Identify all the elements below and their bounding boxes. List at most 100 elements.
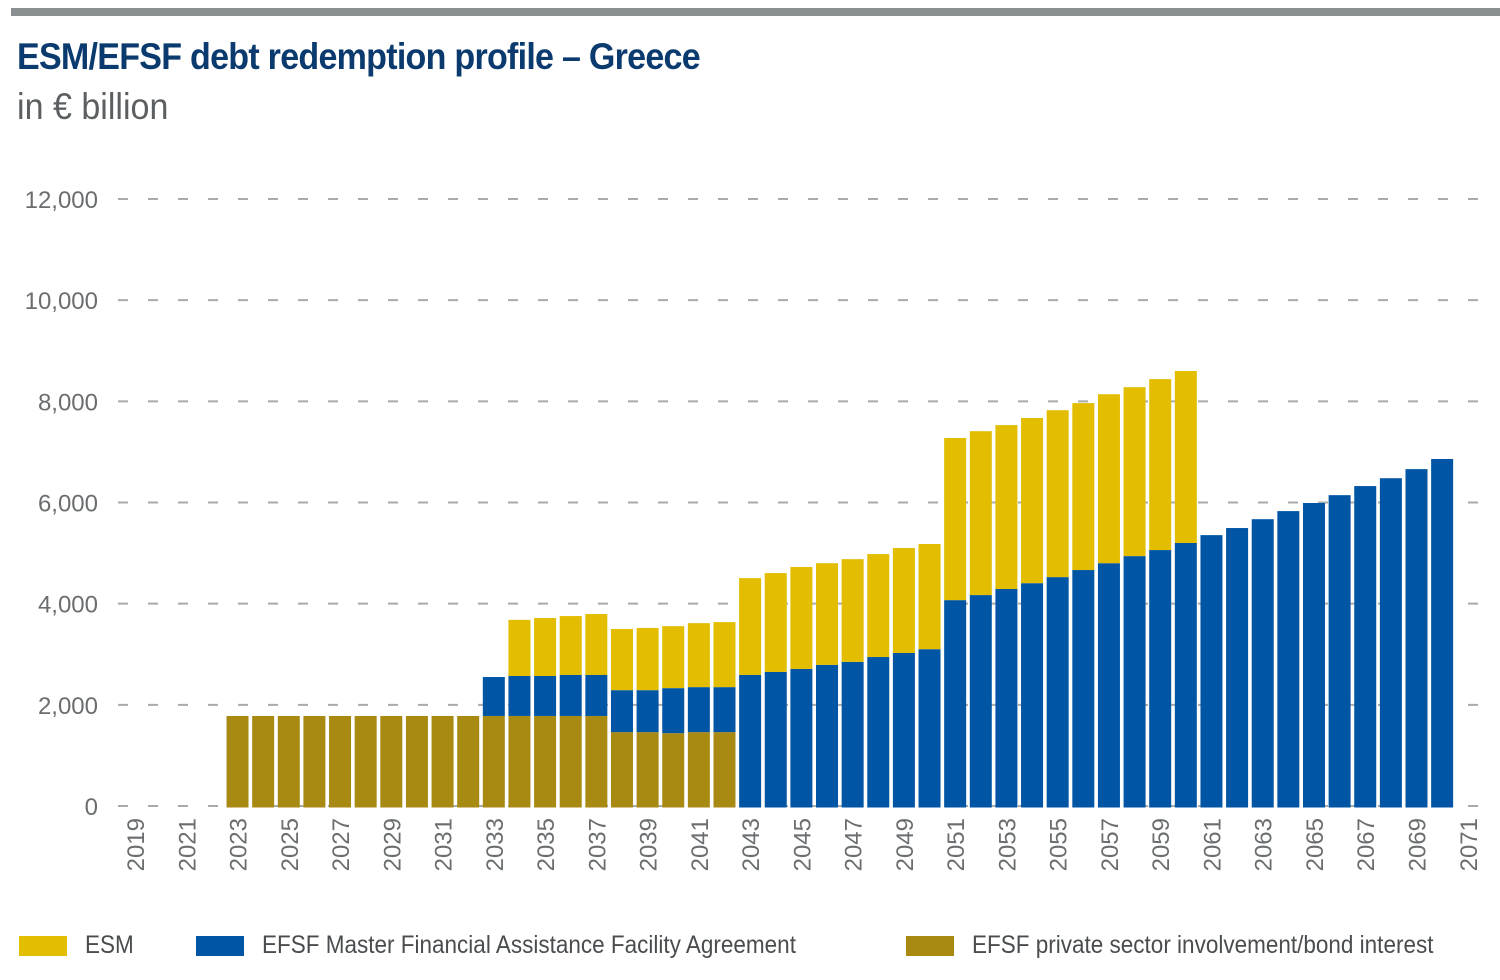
bar-efsf-psi-2037 (585, 715, 608, 808)
bar-esm-2054 (1021, 418, 1044, 584)
bar-esm-2042 (713, 622, 736, 688)
bar-esm-2040 (662, 626, 685, 689)
bar-efsf-psi-2026 (303, 715, 326, 808)
x-tick-label: 2035 (533, 818, 560, 871)
x-tick-label: 2061 (1199, 818, 1226, 871)
x-tick-label: 2037 (584, 818, 611, 871)
y-axis-ticks: 0 2,000 4,000 6,000 8,000 10,000 12,000 (25, 187, 98, 821)
x-tick-label: 2051 (943, 818, 970, 871)
chart-title: ESM/EFSF debt redemption profile – Greec… (17, 36, 701, 77)
bar-esm-2050 (918, 543, 941, 650)
bar-esm-2060 (1174, 370, 1197, 543)
chart-subtitle: in € billion (17, 86, 169, 127)
bar-efsf-psi-2024 (252, 715, 275, 808)
bar-esm-2048 (867, 554, 890, 658)
bar-efsf-mfafa-2056 (1072, 570, 1095, 808)
legend-label-esm: ESM (85, 931, 134, 959)
bar-efsf-psi-2023 (226, 715, 249, 808)
x-tick-label: 2049 (892, 818, 919, 871)
legend-swatch-efsf-psi (906, 935, 954, 956)
bar-efsf-mfafa-2066 (1328, 495, 1351, 808)
x-tick-label: 2055 (1046, 818, 1073, 871)
bar-esm-2034 (508, 619, 531, 677)
bar-esm-2041 (687, 623, 710, 688)
bar-efsf-psi-2034 (508, 715, 531, 808)
x-tick-label: 2029 (379, 818, 406, 871)
x-tick-label: 2027 (328, 818, 355, 871)
x-tick-label: 2019 (123, 818, 150, 871)
bar-efsf-mfafa-2068 (1379, 478, 1402, 808)
bar-efsf-mfafa-2070 (1431, 458, 1454, 808)
x-tick-label: 2069 (1405, 818, 1432, 871)
bar-efsf-mfafa-2033 (482, 677, 505, 716)
bar-efsf-mfafa-2067 (1354, 486, 1377, 808)
x-tick-label: 2033 (482, 818, 509, 871)
bar-efsf-psi-2041 (687, 732, 710, 808)
bar-efsf-mfafa-2048 (867, 657, 890, 808)
bar-efsf-psi-2031 (431, 715, 454, 808)
y-tick-label: 12,000 (25, 187, 98, 214)
bar-esm-2043 (739, 578, 762, 675)
bar-esm-2039 (636, 627, 659, 691)
y-tick-label: 6,000 (38, 491, 98, 518)
bar-efsf-mfafa-2036 (559, 674, 582, 716)
x-tick-label: 2025 (277, 818, 304, 871)
bar-efsf-psi-2032 (457, 715, 480, 808)
bar-efsf-psi-2030 (405, 715, 428, 808)
y-tick-label: 8,000 (38, 389, 98, 416)
bar-efsf-mfafa-2059 (1149, 550, 1172, 808)
top-rule (11, 8, 1500, 16)
bar-efsf-mfafa-2050 (918, 649, 941, 808)
bar-efsf-mfafa-2057 (1097, 563, 1120, 808)
bar-esm-2038 (610, 628, 633, 691)
bar-efsf-mfafa-2069 (1405, 469, 1428, 808)
bar-efsf-mfafa-2035 (534, 676, 557, 716)
bar-efsf-mfafa-2044 (764, 671, 787, 808)
bar-efsf-psi-2029 (380, 715, 403, 808)
bar-efsf-psi-2040 (662, 733, 685, 808)
y-tick-label: 2,000 (38, 693, 98, 720)
bar-efsf-mfafa-2051 (944, 600, 967, 808)
x-tick-label: 2071 (1456, 818, 1483, 871)
bar-efsf-mfafa-2041 (687, 687, 710, 733)
bar-efsf-mfafa-2037 (585, 674, 608, 716)
bar-efsf-mfafa-2040 (662, 688, 685, 734)
y-tick-label: 0 (85, 794, 98, 821)
x-tick-label: 2031 (431, 818, 458, 871)
legend-label-efsf-psi: EFSF private sector involvement/bond int… (972, 931, 1434, 959)
bar-efsf-mfafa-2039 (636, 690, 659, 733)
bar-efsf-mfafa-2053 (995, 588, 1018, 808)
legend-swatch-esm (19, 935, 67, 956)
bar-esm-2036 (559, 616, 582, 675)
bar-efsf-mfafa-2061 (1200, 535, 1223, 808)
bar-esm-2057 (1097, 394, 1120, 564)
x-tick-label: 2057 (1097, 818, 1124, 871)
bar-efsf-mfafa-2042 (713, 687, 736, 733)
bar-efsf-mfafa-2043 (739, 674, 762, 808)
bar-efsf-mfafa-2062 (1226, 528, 1249, 808)
x-tick-label: 2023 (226, 818, 253, 871)
bar-efsf-mfafa-2052 (969, 595, 992, 808)
bar-esm-2044 (764, 573, 787, 672)
bar-efsf-mfafa-2054 (1021, 583, 1044, 808)
x-tick-label: 2047 (841, 818, 868, 871)
y-tick-label: 10,000 (25, 288, 98, 315)
bar-efsf-mfafa-2046 (816, 664, 839, 808)
legend-item-efsf-mfafa: EFSF Master Financial Assistance Facilit… (196, 931, 855, 960)
y-tick-label: 4,000 (38, 592, 98, 619)
bar-esm-2056 (1072, 403, 1095, 571)
x-tick-label: 2059 (1148, 818, 1175, 871)
bar-efsf-psi-2033 (482, 715, 505, 808)
bar-esm-2059 (1149, 379, 1172, 551)
bar-efsf-mfafa-2047 (841, 661, 864, 808)
bar-efsf-mfafa-2038 (610, 690, 633, 733)
bar-efsf-mfafa-2063 (1251, 519, 1274, 808)
x-tick-label: 2067 (1353, 818, 1380, 871)
bar-efsf-psi-2035 (534, 715, 557, 808)
x-tick-label: 2043 (738, 818, 765, 871)
bar-esm-2046 (816, 563, 839, 665)
x-tick-label: 2053 (994, 818, 1021, 871)
bar-efsf-psi-2025 (277, 715, 300, 808)
x-tick-label: 2041 (687, 818, 714, 871)
bars (226, 370, 1454, 808)
